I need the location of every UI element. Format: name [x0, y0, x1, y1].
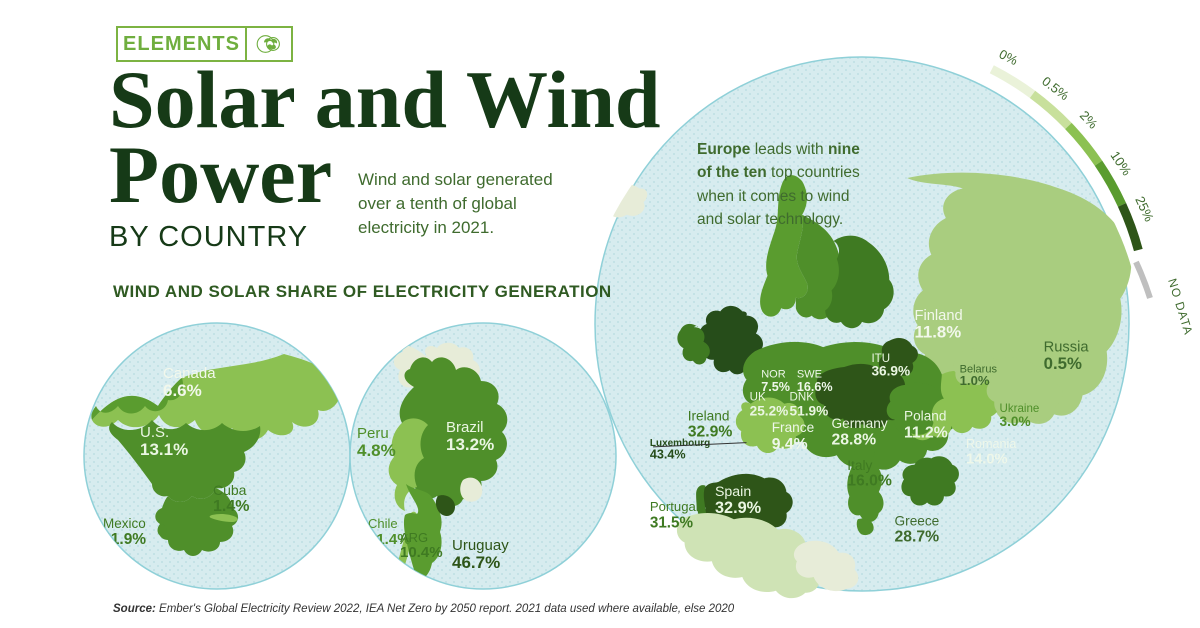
- svg-text:3.0%: 3.0%: [1000, 414, 1031, 429]
- svg-text:Romania: Romania: [966, 437, 1016, 451]
- svg-text:25%: 25%: [1132, 194, 1157, 224]
- svg-text:14.0%: 14.0%: [966, 452, 1008, 468]
- svg-text:2%: 2%: [1077, 108, 1101, 132]
- svg-text:Italy: Italy: [847, 458, 872, 473]
- svg-text:11.2%: 11.2%: [904, 424, 948, 441]
- svg-text:28.7%: 28.7%: [895, 528, 940, 545]
- svg-text:SWE: SWE: [797, 369, 822, 381]
- svg-text:Germany: Germany: [832, 416, 888, 431]
- svg-text:1.0%: 1.0%: [960, 373, 990, 388]
- svg-text:46.7%: 46.7%: [452, 553, 500, 572]
- svg-text:Peru: Peru: [357, 425, 389, 442]
- svg-text:43.4%: 43.4%: [650, 447, 686, 461]
- svg-text:DNK: DNK: [790, 392, 815, 404]
- svg-text:Chile: Chile: [368, 516, 398, 531]
- svg-text:51.9%: 51.9%: [790, 403, 829, 418]
- svg-text:28.8%: 28.8%: [832, 432, 877, 449]
- svg-text:16.0%: 16.0%: [847, 473, 892, 490]
- svg-text:13.2%: 13.2%: [446, 435, 494, 454]
- svg-text:Spain: Spain: [715, 484, 751, 500]
- svg-text:Cuba: Cuba: [213, 482, 247, 498]
- svg-text:Canada: Canada: [163, 365, 216, 382]
- svg-text:Greece: Greece: [895, 514, 940, 529]
- svg-text:32.9%: 32.9%: [715, 499, 762, 517]
- svg-text:31.5%: 31.5%: [650, 515, 694, 532]
- svg-text:11.8%: 11.8%: [915, 323, 962, 342]
- svg-text:France: France: [772, 420, 814, 435]
- svg-text:11.9%: 11.9%: [103, 531, 146, 548]
- svg-text:Mexico: Mexico: [103, 516, 146, 531]
- svg-text:13.1%: 13.1%: [140, 440, 188, 459]
- svg-text:6.6%: 6.6%: [163, 381, 202, 400]
- svg-text:25.2%: 25.2%: [750, 403, 789, 418]
- svg-text:Finland: Finland: [915, 308, 963, 324]
- svg-text:Ireland: Ireland: [688, 409, 730, 424]
- svg-text:4.8%: 4.8%: [357, 441, 396, 460]
- svg-text:Uruguay: Uruguay: [452, 537, 509, 554]
- svg-text:36.9%: 36.9%: [871, 363, 910, 378]
- svg-text:Brazil: Brazil: [446, 419, 484, 436]
- svg-text:Portugal: Portugal: [650, 499, 699, 514]
- svg-text:UK: UK: [750, 392, 766, 404]
- svg-text:10%: 10%: [1108, 148, 1135, 178]
- svg-text:NO DATA: NO DATA: [1165, 277, 1196, 337]
- svg-text:9.4%: 9.4%: [772, 436, 808, 453]
- svg-text:0.5%: 0.5%: [1044, 354, 1082, 373]
- svg-text:0%: 0%: [997, 46, 1021, 68]
- svg-text:Poland: Poland: [904, 409, 946, 424]
- svg-text:U.S.: U.S.: [140, 424, 169, 441]
- svg-text:Russia: Russia: [1044, 339, 1090, 355]
- svg-text:ARG: ARG: [400, 530, 428, 545]
- svg-text:1.4%: 1.4%: [213, 498, 249, 515]
- svg-text:10.4%: 10.4%: [400, 544, 443, 561]
- svg-text:NOR: NOR: [761, 369, 786, 381]
